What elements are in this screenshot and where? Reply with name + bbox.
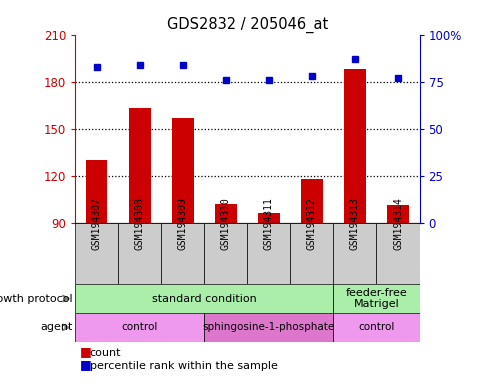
Bar [290,223,333,284]
Text: ■: ■ [80,345,91,358]
Bar [204,223,247,284]
Text: growth protocol: growth protocol [0,293,73,304]
Bar [333,223,376,284]
Bar [257,214,279,223]
Bar [344,69,365,223]
Text: count: count [90,348,121,358]
Bar [376,223,419,284]
Text: GSM194314: GSM194314 [392,197,402,250]
Bar [161,223,204,284]
Text: feeder-free
Matrigel: feeder-free Matrigel [345,288,407,310]
Bar [204,313,333,342]
Bar [247,223,290,284]
Bar [75,313,204,342]
Bar [86,160,107,223]
Text: GSM194308: GSM194308 [135,197,144,250]
Bar [214,204,236,223]
Bar [333,313,419,342]
Bar [386,205,408,223]
Text: ■: ■ [80,358,91,371]
Text: GSM194310: GSM194310 [220,197,230,250]
Bar [172,118,193,223]
Text: GSM194313: GSM194313 [349,197,359,250]
Bar [333,284,419,313]
Text: standard condition: standard condition [151,293,256,304]
Text: control: control [358,322,394,333]
Text: GSM194307: GSM194307 [91,197,102,250]
Text: GSM194312: GSM194312 [306,197,316,250]
Text: sphingosine-1-phosphate: sphingosine-1-phosphate [202,322,334,333]
Bar [129,108,150,223]
Text: agent: agent [40,322,73,333]
Bar [118,223,161,284]
Bar [75,223,118,284]
Bar [301,179,322,223]
Text: GSM194311: GSM194311 [263,197,273,250]
Text: percentile rank within the sample: percentile rank within the sample [90,361,277,371]
Title: GDS2832 / 205046_at: GDS2832 / 205046_at [166,17,327,33]
Text: control: control [121,322,158,333]
Bar [75,284,333,313]
Text: GSM194309: GSM194309 [178,197,187,250]
